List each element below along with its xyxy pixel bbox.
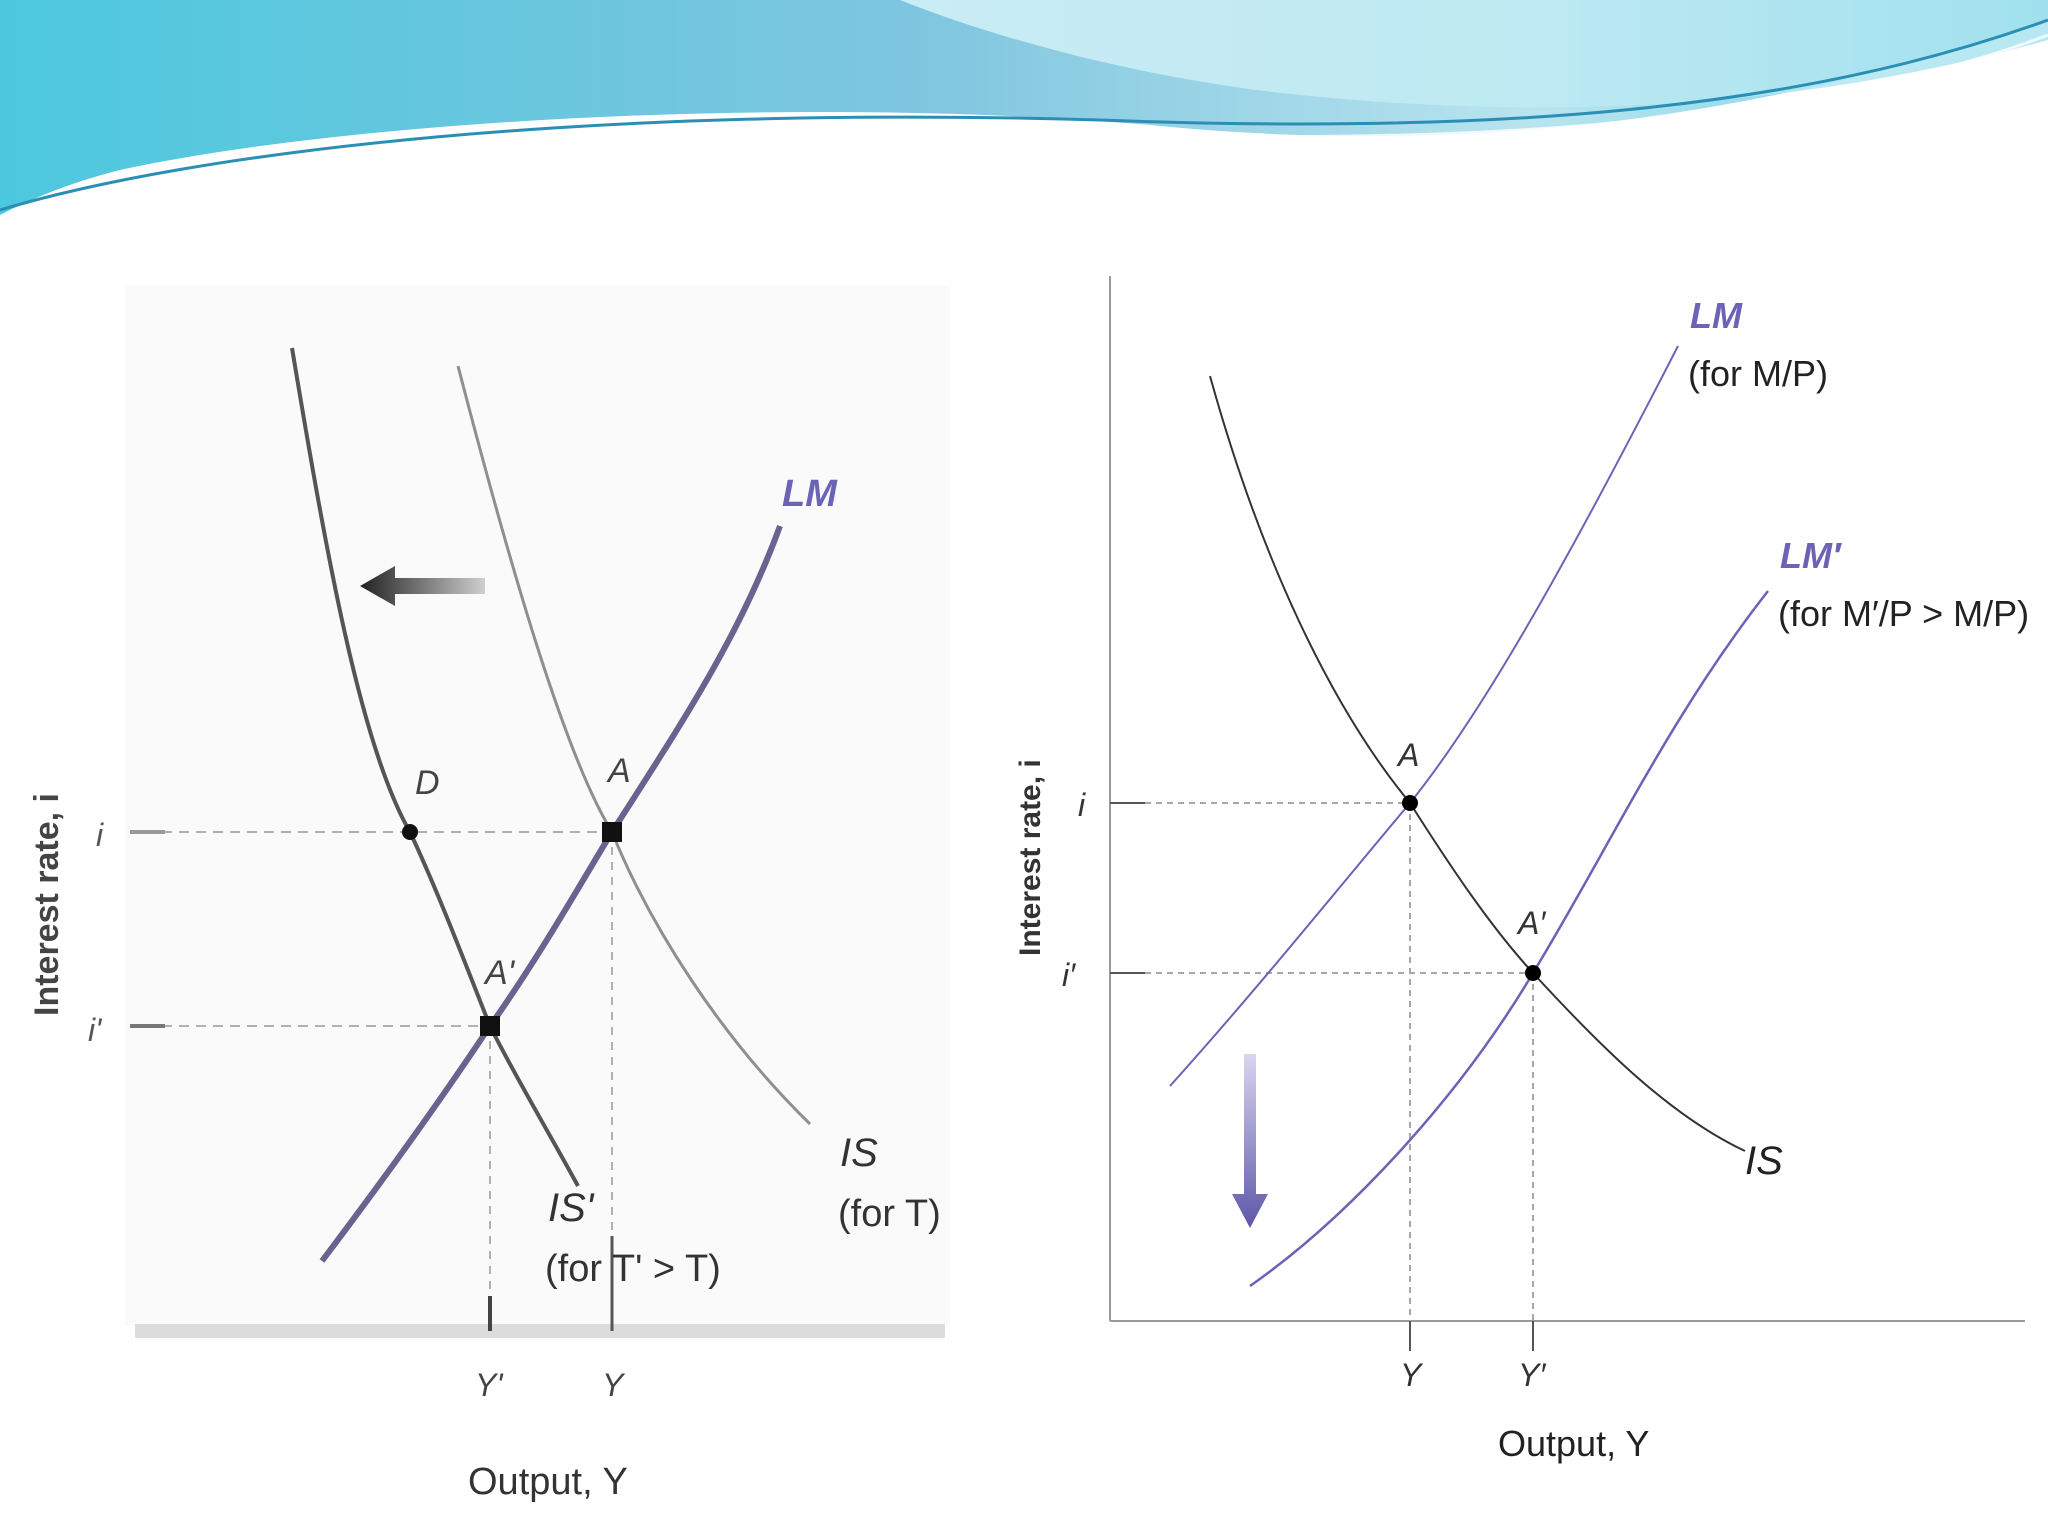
right-lm-prime-label: LM′: [1780, 535, 1842, 576]
left-point-d-label: D: [415, 764, 440, 802]
right-tick-y-label: Y: [1400, 1357, 1424, 1393]
right-point-a-label: A: [1396, 737, 1419, 773]
right-lm-sub-label: (for M/P): [1688, 353, 1828, 394]
right-point-a-prime-dot: [1525, 965, 1541, 981]
left-point-a-prime-label: A': [483, 954, 516, 992]
left-lm-curve: [319, 524, 783, 1263]
right-point-a-prime-label: A′: [1516, 905, 1546, 941]
left-is-prime-sub-label: (for T' > T): [545, 1248, 721, 1290]
left-point-a-dot: [602, 822, 622, 842]
left-is-prime-curve: [290, 347, 580, 1187]
left-is-curve: [456, 365, 812, 1126]
left-lm-label: LM: [782, 473, 838, 515]
left-tick-i-label: i: [96, 817, 104, 853]
right-tick-i-prime-label: i′: [1062, 957, 1076, 993]
right-is-label: IS: [1745, 1139, 1783, 1183]
left-arrow-icon: [360, 566, 485, 606]
left-tick-y-label: Y: [602, 1367, 626, 1403]
right-islm-diagram: A A′ LM (for M/P) LM′ (for M′/P > M/P) I…: [1014, 276, 2029, 1464]
left-x-axis-title: Output, Y: [468, 1461, 628, 1503]
left-tick-y-prime-label: Y': [475, 1367, 504, 1403]
left-is-label: IS: [840, 1131, 878, 1175]
right-tick-y-prime-label: Y′: [1518, 1357, 1546, 1393]
right-y-axis-title: Interest rate, i: [1014, 759, 1047, 956]
right-point-a-dot: [1402, 795, 1418, 811]
right-tick-i-label: i: [1078, 787, 1086, 823]
left-x-axis: [135, 1324, 945, 1338]
left-is-prime-label: IS': [548, 1186, 595, 1230]
left-islm-diagram: D A A' LM IS (for T) IS' (for T' > T) i …: [28, 286, 950, 1503]
left-is-sub-label: (for T): [838, 1193, 941, 1235]
right-lm-curve: [1169, 345, 1679, 1087]
left-plot-area: [125, 286, 950, 1326]
left-y-axis-title: Interest rate, i: [28, 793, 66, 1016]
right-lm-prime-sub-label: (for M′/P > M/P): [1778, 593, 2029, 634]
left-point-a-prime-dot: [480, 1016, 500, 1036]
right-lm-label: LM: [1690, 295, 1743, 336]
left-point-d-dot: [402, 824, 418, 840]
left-tick-i-prime-label: i': [88, 1012, 103, 1048]
right-is-curve: [1209, 375, 1746, 1152]
left-point-a-label: A: [606, 752, 631, 790]
right-lm-prime-curve: [1249, 590, 1769, 1288]
down-arrow-icon: [1232, 1054, 1268, 1228]
header-banner: [0, 0, 2048, 222]
right-x-axis-title: Output, Y: [1498, 1423, 1649, 1464]
